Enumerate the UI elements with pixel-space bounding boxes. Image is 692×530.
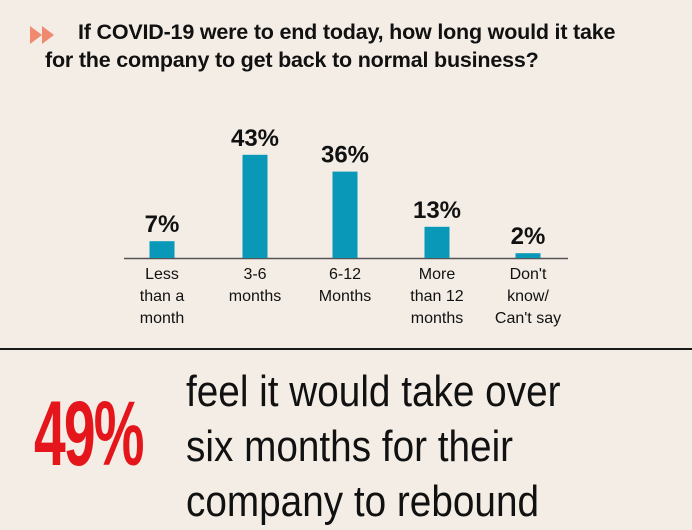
bar-4 <box>515 253 541 258</box>
headline-percentage: 49% <box>34 383 144 485</box>
tick-labels-group: Less than a month 3-6 months 6-12 Months More th… <box>140 266 561 327</box>
tick-label-0: Less than a month <box>140 266 185 327</box>
tick-label-4: Don't know/Can't say <box>495 266 561 327</box>
tick-label-1: 3-6 months <box>229 266 281 305</box>
bar-chart: 7% 43% 36% 13% 2% Less than a month 3-6 months 6-… <box>124 125 568 327</box>
tick-label-2: 6-12 Months <box>319 266 371 305</box>
section-divider <box>0 348 692 350</box>
data-labels-group: 7% 43% 36% 13% 2% <box>145 125 546 250</box>
bar-3 <box>424 226 450 258</box>
bar-1 <box>242 154 268 258</box>
bars-group <box>149 154 541 258</box>
headline-statement: feel it would take over six months for t… <box>186 364 560 529</box>
chart-title-line-1: If COVID-19 were to end today, how long … <box>78 20 616 44</box>
data-label-2: 36% <box>321 142 369 169</box>
data-label-4: 2% <box>511 223 546 250</box>
headline-line-2: six months for their <box>186 422 514 471</box>
bar-2 <box>332 171 358 258</box>
chart-title-line-2: for the company to get back to normal bu… <box>45 48 539 72</box>
headline-line-3: company to rebound <box>186 477 540 526</box>
data-label-1: 43% <box>231 125 279 152</box>
double-chevron-right-icon <box>30 26 54 44</box>
tick-label-3: More than 12 months <box>410 266 463 327</box>
data-label-0: 7% <box>145 211 180 238</box>
headline-line-1: feel it would take over <box>186 367 561 416</box>
bar-0 <box>149 241 175 258</box>
data-label-3: 13% <box>413 197 461 224</box>
